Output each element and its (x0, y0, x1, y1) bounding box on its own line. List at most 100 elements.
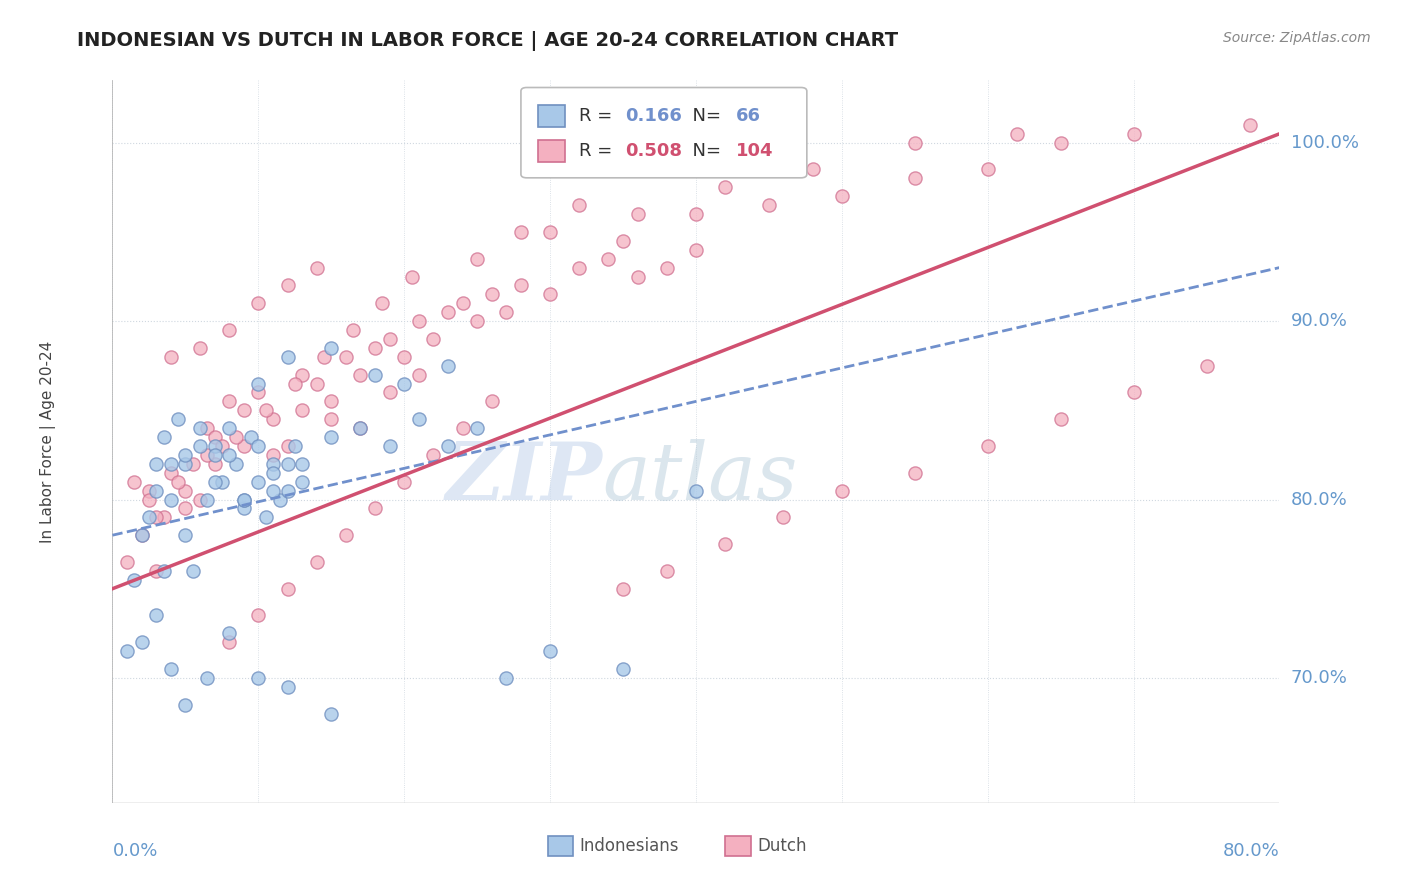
Point (131, 528, 153, 542)
Point (568, 198, 591, 212)
Point (254, 403, 277, 417)
Text: 70.0%: 70.0% (1291, 669, 1347, 687)
Text: 66: 66 (737, 107, 761, 125)
Point (145, 483, 167, 498)
Text: R =: R = (579, 142, 617, 160)
Point (247, 439, 270, 453)
Point (1195, 359, 1218, 373)
Point (465, 314, 488, 328)
Point (277, 582, 299, 596)
Point (262, 448, 284, 462)
Point (188, 341, 211, 355)
Point (408, 412, 430, 426)
FancyBboxPatch shape (538, 140, 565, 161)
Point (904, 171, 927, 186)
Point (152, 510, 174, 524)
Text: 0.508: 0.508 (626, 142, 682, 160)
Point (538, 225, 561, 239)
Point (321, 412, 343, 426)
Point (211, 475, 233, 489)
Point (1049, 136, 1071, 150)
Point (204, 430, 226, 444)
Point (976, 162, 998, 177)
Point (685, 243, 707, 257)
Point (714, 180, 737, 194)
Point (247, 296, 270, 310)
Point (232, 492, 254, 507)
Point (277, 350, 299, 364)
Point (714, 537, 737, 551)
Point (335, 350, 357, 364)
Point (195, 671, 218, 685)
Point (509, 278, 531, 293)
Point (509, 225, 531, 239)
Point (305, 555, 328, 569)
Point (394, 475, 416, 489)
Point (1239, 118, 1261, 132)
Point (195, 421, 218, 435)
Point (124, 573, 146, 587)
FancyBboxPatch shape (548, 836, 574, 856)
Point (145, 564, 167, 578)
Point (232, 439, 254, 453)
Point (364, 368, 387, 382)
Point (291, 457, 314, 471)
Point (218, 394, 240, 409)
Point (195, 492, 218, 507)
Point (181, 457, 204, 471)
Point (225, 430, 247, 444)
Point (349, 368, 371, 382)
Point (277, 483, 299, 498)
Point (465, 252, 488, 266)
Point (437, 359, 460, 373)
Point (364, 341, 387, 355)
Point (204, 448, 226, 462)
Point (174, 528, 197, 542)
Point (284, 439, 307, 453)
Point (218, 448, 240, 462)
Point (598, 252, 620, 266)
Point (240, 430, 263, 444)
Point (655, 260, 678, 275)
Point (465, 421, 488, 435)
Point (160, 662, 183, 676)
Point (904, 466, 927, 480)
Point (422, 332, 444, 346)
Point (422, 448, 444, 462)
Point (335, 528, 357, 542)
Text: Dutch: Dutch (758, 838, 807, 855)
Point (247, 385, 270, 400)
Point (1122, 385, 1144, 400)
Point (218, 635, 240, 649)
Point (174, 501, 197, 516)
Point (394, 350, 416, 364)
Point (225, 457, 247, 471)
Point (612, 234, 634, 248)
Text: 100.0%: 100.0% (1291, 134, 1358, 152)
Point (174, 698, 197, 712)
Point (305, 376, 328, 391)
Point (284, 376, 307, 391)
Point (174, 483, 197, 498)
Point (538, 644, 561, 658)
Point (408, 314, 430, 328)
Point (437, 305, 460, 319)
Point (152, 564, 174, 578)
Point (451, 421, 474, 435)
Point (291, 403, 314, 417)
Point (145, 510, 167, 524)
Point (131, 635, 153, 649)
Point (277, 278, 299, 293)
Point (218, 421, 240, 435)
Point (627, 207, 650, 221)
Point (378, 332, 401, 346)
Point (831, 483, 853, 498)
Point (831, 189, 853, 203)
Point (181, 564, 204, 578)
Point (218, 323, 240, 337)
Text: 0.166: 0.166 (626, 107, 682, 125)
Point (138, 492, 160, 507)
Point (321, 341, 343, 355)
Point (254, 510, 277, 524)
Point (1049, 412, 1071, 426)
